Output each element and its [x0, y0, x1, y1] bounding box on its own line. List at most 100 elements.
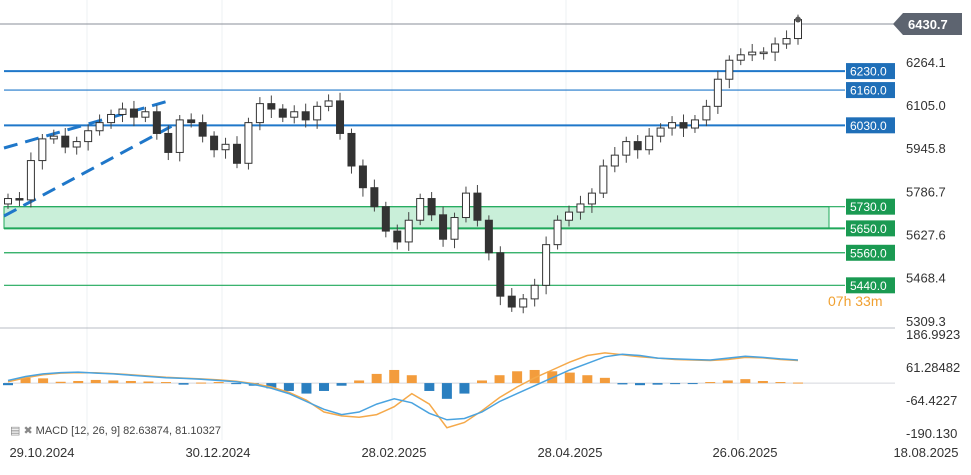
candle-body	[461, 192, 470, 219]
macd-histogram-bar	[178, 383, 189, 385]
macd-histogram-bar	[670, 383, 681, 385]
candle-body	[404, 219, 413, 243]
candle-body	[736, 54, 745, 61]
price-tick-label: 5945.8	[906, 141, 946, 156]
level-tag-6160.0	[846, 82, 895, 99]
candle-body	[370, 187, 379, 208]
price-tick-label: 5786.7	[906, 184, 946, 199]
macd-histogram-bar	[301, 383, 312, 394]
macd-histogram-bar	[599, 377, 610, 384]
candle-body	[439, 214, 448, 240]
candle-body	[26, 160, 35, 201]
macd-histogram-bar	[20, 377, 31, 384]
macd-histogram-bar	[213, 382, 224, 384]
candle-body	[656, 127, 665, 137]
candle-body	[141, 111, 150, 118]
candle-body	[347, 132, 356, 167]
level-tag-5730.0	[846, 198, 895, 215]
candle-body	[278, 108, 287, 118]
price-axis: 6264.1 6105.0 5945.8 5786.7 5627.6 5468.4 5309…	[893, 13, 962, 329]
macd-histogram-bar	[512, 371, 523, 384]
candle-body	[599, 165, 608, 194]
candle-body	[610, 154, 619, 167]
macd-histogram-bar	[371, 373, 382, 384]
level-tag-label: 5440.0	[850, 279, 887, 293]
candle-body	[198, 122, 207, 137]
level-tag-5560.0	[846, 244, 895, 261]
candle-body	[336, 100, 345, 134]
candle-body	[473, 192, 482, 221]
price-tick-label: 6264.1	[906, 55, 946, 70]
macd-histogram-bar	[441, 383, 452, 399]
candle-body	[313, 105, 322, 121]
date-tick-label: 30.12.2024	[185, 445, 250, 460]
candle-body	[38, 138, 47, 162]
macd-histogram-bar	[635, 383, 645, 386]
macd-histogram-bar	[793, 382, 803, 384]
horizontal-levels	[4, 70, 845, 286]
candle-body	[679, 122, 688, 129]
macd-histogram-bar	[564, 372, 575, 384]
macd-caption: ▤ ✖ MACD [12, 26, 9] 82.63874, 81.10327	[10, 424, 221, 437]
candle-body	[232, 143, 241, 164]
candle-body	[324, 100, 333, 107]
macd-histogram-bar	[705, 382, 716, 384]
macd-tick-label: -64.4227	[906, 393, 957, 408]
candle-body	[690, 119, 699, 129]
candle-body	[427, 198, 436, 216]
candle-body	[507, 295, 516, 308]
trend-line-upper	[3, 98, 173, 150]
macd-histogram-bar	[406, 375, 417, 384]
macd-histogram-bar	[38, 378, 49, 384]
current-price-tag	[893, 13, 962, 35]
macd-histogram-bar	[582, 375, 593, 384]
candle-body	[72, 141, 81, 148]
macd-histogram-bar	[3, 383, 13, 386]
candle-body	[221, 143, 230, 151]
candle-body	[748, 51, 757, 56]
macd-histogram-bar	[389, 369, 400, 384]
level-tag-label: 5560.0	[850, 246, 887, 260]
candle-body	[782, 38, 791, 45]
macd-histogram-bar	[687, 383, 698, 385]
trend-line-lower	[3, 124, 173, 218]
candle-body	[565, 211, 574, 221]
candle-body	[759, 51, 768, 55]
candle-body	[301, 111, 310, 121]
price-tick-label: 5309.3	[906, 314, 946, 329]
candle-body	[358, 165, 367, 189]
date-tick-label: 26.06.2025	[712, 445, 777, 460]
level-tag-label: 6160.0	[850, 84, 887, 98]
macd-histogram-bar	[55, 381, 66, 384]
macd-histogram-bar	[477, 380, 487, 384]
candle-body	[15, 198, 24, 201]
candle-body	[244, 122, 253, 164]
macd-histogram-bar	[143, 381, 154, 384]
macd-histogram-bar	[354, 380, 365, 384]
candle-body	[95, 122, 104, 132]
candle-body	[542, 244, 551, 286]
last-price-dot	[795, 16, 801, 23]
level-tag-5440.0	[846, 277, 895, 294]
macd-histogram-bar	[529, 369, 540, 384]
candle-body	[381, 206, 390, 232]
macd-histogram-bar	[283, 383, 294, 391]
candlesticks	[4, 14, 802, 314]
macd-histogram-bar	[231, 383, 242, 385]
candle-body	[210, 135, 219, 151]
candle-timer: 07h 33m	[828, 293, 883, 309]
candle-body	[164, 132, 173, 153]
price-tick-label: 6105.0	[906, 98, 946, 113]
macd-histogram-bar	[90, 379, 101, 384]
macd-histogram-bar	[125, 380, 136, 384]
macd-menu-icon[interactable]: ▤ ✖	[10, 425, 33, 437]
trend-lines	[3, 98, 173, 218]
candle-body	[633, 141, 642, 151]
macd-histogram-bar	[722, 380, 733, 384]
candle-body	[49, 135, 58, 140]
level-tag-5650.0	[846, 220, 895, 237]
candle-body	[496, 252, 505, 297]
macd-axis: 186.9923 61.28482 -64.4227 -190.130	[906, 327, 960, 441]
candle-body	[255, 103, 264, 124]
